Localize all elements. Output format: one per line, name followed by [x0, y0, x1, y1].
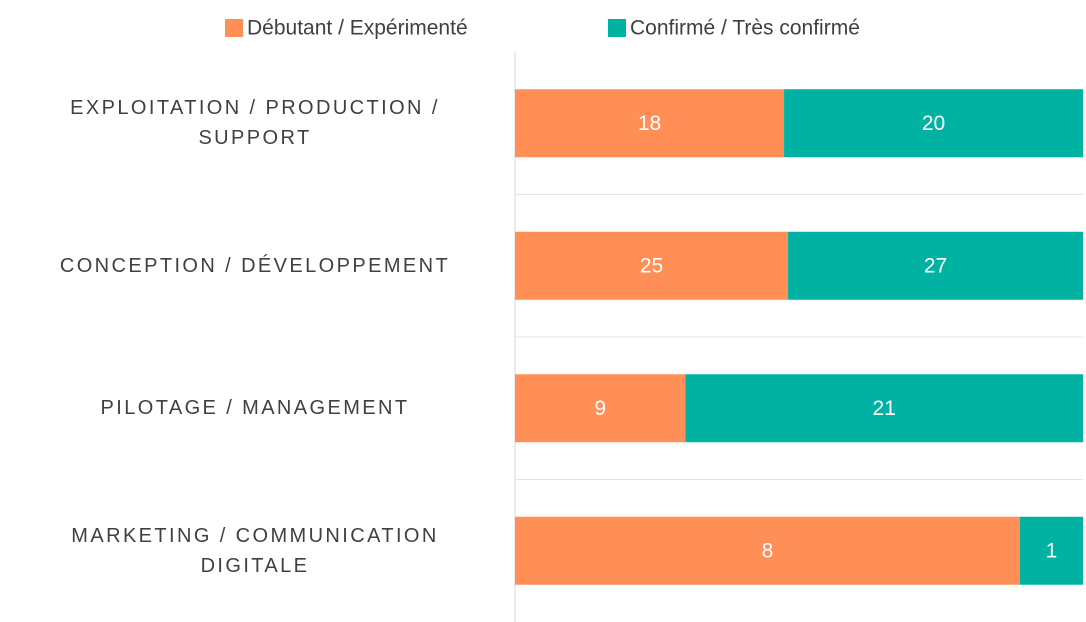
data-label: 21 [873, 397, 896, 420]
bar-segment [784, 89, 1083, 158]
bar-segment [1019, 516, 1083, 585]
legend-swatch [608, 19, 626, 37]
legend-label: Confirmé / Très confirmé [630, 17, 860, 40]
data-label: 9 [594, 397, 606, 420]
data-label: 18 [638, 112, 661, 135]
data-label: 27 [924, 254, 947, 277]
category-label: CONCEPTION / DÉVELOPPEMENT [59, 254, 451, 277]
category-label: MARKETING / COMMUNICATION DIGITALE [71, 524, 439, 577]
data-label: 25 [640, 254, 663, 277]
legend-swatch [225, 19, 243, 37]
data-label: 20 [922, 112, 945, 135]
data-label: 1 [1046, 539, 1058, 562]
bar-segment [515, 231, 789, 300]
bar-segment [515, 516, 1020, 585]
bar-segment [788, 231, 1083, 300]
legend-label: Débutant / Expérimenté [247, 17, 468, 40]
bar-segment [685, 374, 1083, 443]
data-label: 8 [762, 539, 774, 562]
category-label: EXPLOITATION / PRODUCTION / SUPPORT [70, 97, 440, 150]
bar-segment [515, 374, 686, 443]
category-label: PILOTAGE / MANAGEMENT [100, 397, 410, 420]
bar-segment [515, 89, 785, 158]
